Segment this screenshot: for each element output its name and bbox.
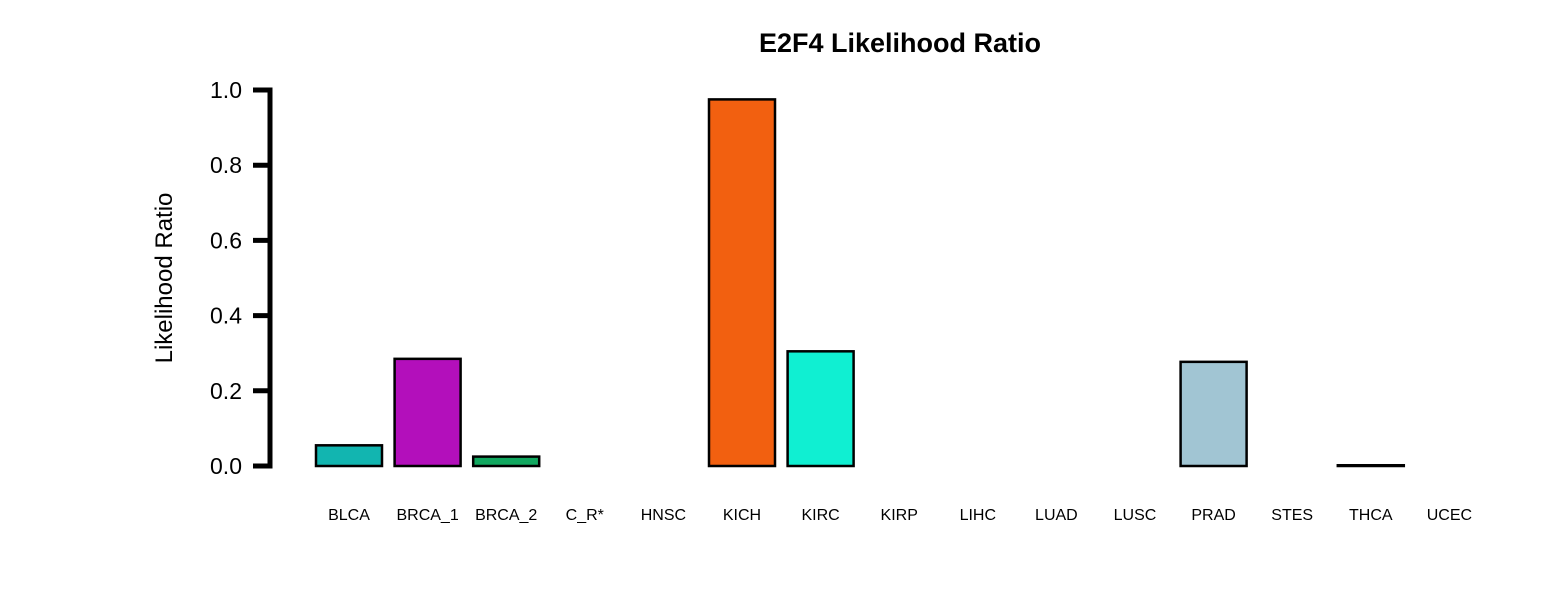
y-tick-label: 0.0 — [210, 453, 242, 479]
x-tick-label: LUAD — [1035, 507, 1078, 524]
bar — [1179, 360, 1248, 468]
bar — [786, 350, 855, 468]
y-tick-label: 0.4 — [210, 303, 242, 329]
bar — [314, 444, 384, 468]
bar — [393, 357, 462, 468]
x-tick-label: UCEC — [1427, 507, 1472, 524]
y-tick-label: 0.8 — [210, 152, 242, 178]
x-tick-label: LUSC — [1114, 507, 1157, 524]
x-tick-label: LIHC — [960, 507, 996, 524]
x-tick-label: THCA — [1349, 507, 1393, 524]
chart-title: E2F4 Likelihood Ratio — [758, 28, 1042, 58]
x-tick-label: KICH — [723, 507, 761, 524]
x-tick-label: KIRC — [801, 507, 839, 524]
x-tick-label: BLCA — [328, 507, 370, 524]
y-tick-label: 1.0 — [210, 77, 242, 103]
x-tick-label: KIRP — [881, 507, 918, 524]
x-tick-label: STES — [1271, 507, 1313, 524]
x-tick-label: PRAD — [1191, 507, 1235, 524]
y-axis-label: Likelihood Ratio — [151, 192, 178, 364]
x-tick-label: BRCA_1 — [396, 507, 458, 524]
x-tick-label: HNSC — [641, 507, 686, 524]
bar — [1336, 463, 1406, 468]
y-tick-label: 0.2 — [210, 378, 242, 404]
x-tick-label: C_R* — [566, 507, 604, 524]
bar — [471, 455, 541, 468]
y-tick-label: 0.6 — [210, 227, 242, 253]
x-tick-label: BRCA_2 — [475, 507, 537, 524]
bar — [707, 98, 777, 468]
